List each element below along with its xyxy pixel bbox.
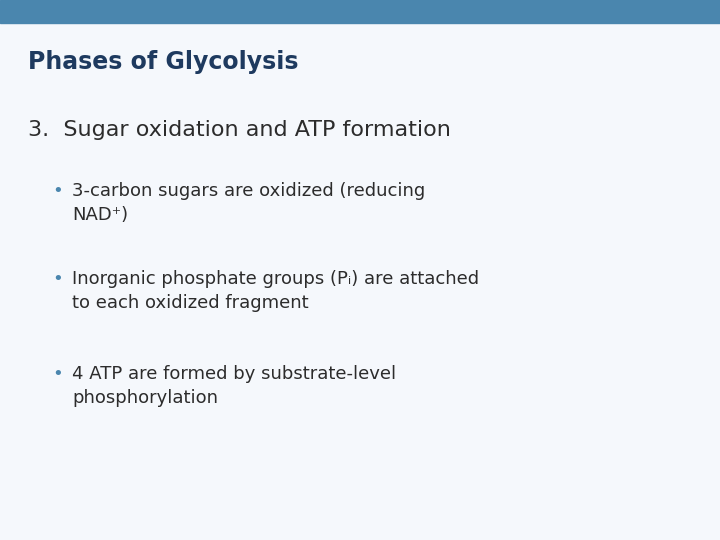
Bar <box>0 0 720 23</box>
Text: •: • <box>52 182 63 200</box>
Text: 3.  Sugar oxidation and ATP formation: 3. Sugar oxidation and ATP formation <box>28 120 451 140</box>
Text: 4 ATP are formed by substrate-level
phosphorylation: 4 ATP are formed by substrate-level phos… <box>72 365 396 407</box>
Text: Inorganic phosphate groups (Pᵢ) are attached
to each oxidized fragment: Inorganic phosphate groups (Pᵢ) are atta… <box>72 270 479 312</box>
Text: •: • <box>52 365 63 383</box>
Text: Phases of Glycolysis: Phases of Glycolysis <box>28 50 299 74</box>
Text: •: • <box>52 270 63 288</box>
Text: 3-carbon sugars are oxidized (reducing
NAD⁺): 3-carbon sugars are oxidized (reducing N… <box>72 182 426 224</box>
